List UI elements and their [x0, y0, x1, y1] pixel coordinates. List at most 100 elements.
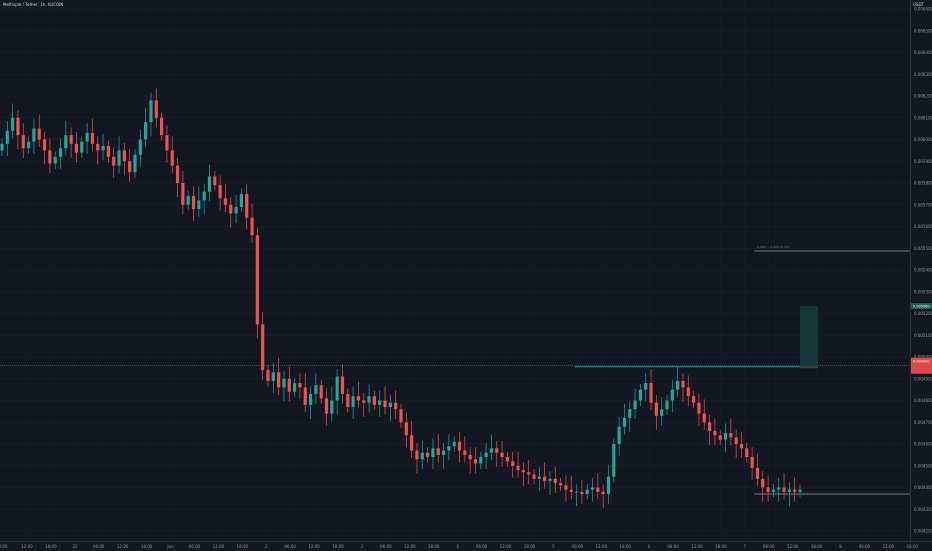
candle [793, 489, 797, 492]
candle [74, 143, 79, 153]
candle [335, 376, 339, 401]
candle [42, 139, 47, 151]
candle [96, 143, 100, 151]
candle [723, 433, 728, 440]
candle [436, 448, 440, 455]
candle [543, 476, 547, 481]
candle [532, 474, 536, 479]
candle [548, 478, 552, 481]
candle [324, 398, 329, 414]
candle [53, 156, 57, 164]
candle [383, 400, 387, 408]
candle [713, 430, 717, 436]
candle [207, 176, 212, 192]
candle [681, 380, 685, 388]
candle [415, 450, 419, 460]
candle [463, 450, 467, 455]
candle [410, 435, 414, 451]
candle [319, 385, 323, 399]
candle [362, 400, 366, 403]
candle [239, 193, 243, 207]
candle [564, 485, 568, 490]
candle [367, 396, 371, 403]
candle [606, 476, 611, 495]
candle [229, 204, 233, 214]
candle [473, 459, 478, 464]
candle [777, 487, 781, 490]
candle [80, 141, 84, 153]
candle [644, 383, 648, 390]
candle [85, 132, 89, 142]
candle [282, 378, 286, 388]
candle [175, 165, 180, 183]
candle [798, 489, 802, 492]
candle [21, 135, 25, 149]
candle [122, 150, 126, 162]
candle [223, 198, 228, 205]
candle [697, 402, 701, 414]
candle [112, 156, 116, 166]
candle [670, 389, 674, 401]
candle [5, 130, 9, 144]
candle [133, 154, 137, 173]
candle [622, 417, 627, 427]
candle [303, 387, 307, 405]
candle [138, 139, 142, 155]
candle [787, 489, 791, 492]
candle [32, 128, 36, 142]
candle [11, 117, 15, 131]
candle [191, 196, 196, 210]
candle [457, 441, 462, 451]
candle [48, 150, 52, 164]
candle [101, 146, 105, 151]
price-axis[interactable] [910, 0, 932, 542]
candle [149, 100, 153, 123]
candle [378, 400, 382, 405]
candle [537, 476, 541, 479]
candle [298, 383, 302, 388]
candle [750, 457, 754, 468]
candle [739, 444, 744, 449]
candle [590, 487, 595, 490]
candle [495, 448, 499, 453]
candle [154, 100, 158, 118]
candle [559, 483, 563, 486]
candle [69, 135, 73, 144]
candle [505, 457, 509, 462]
candle [484, 452, 488, 458]
candle [160, 117, 164, 136]
candle [250, 217, 254, 236]
candle [213, 176, 217, 186]
candle [755, 467, 760, 479]
candle [665, 400, 669, 410]
candle [293, 383, 297, 392]
candle [431, 448, 435, 458]
candle [271, 372, 275, 381]
candle [686, 387, 690, 397]
candle [734, 437, 738, 444]
candle [234, 206, 238, 214]
candle [420, 452, 424, 460]
candle [585, 489, 589, 495]
candle [128, 161, 132, 173]
candle [90, 132, 95, 144]
candle [261, 324, 265, 371]
candle [27, 141, 31, 149]
candle [468, 454, 472, 460]
candle [394, 402, 398, 410]
axis-unit-label: USDT [913, 2, 924, 7]
candle [761, 478, 765, 488]
candle [580, 491, 584, 495]
candle [255, 235, 259, 325]
candle [37, 128, 41, 140]
time-axis[interactable] [0, 541, 932, 551]
candle [479, 457, 483, 464]
candle [447, 446, 451, 451]
candle [372, 396, 376, 405]
candle [718, 435, 722, 440]
candle [388, 402, 392, 408]
candle [628, 409, 632, 418]
candle [489, 448, 494, 453]
